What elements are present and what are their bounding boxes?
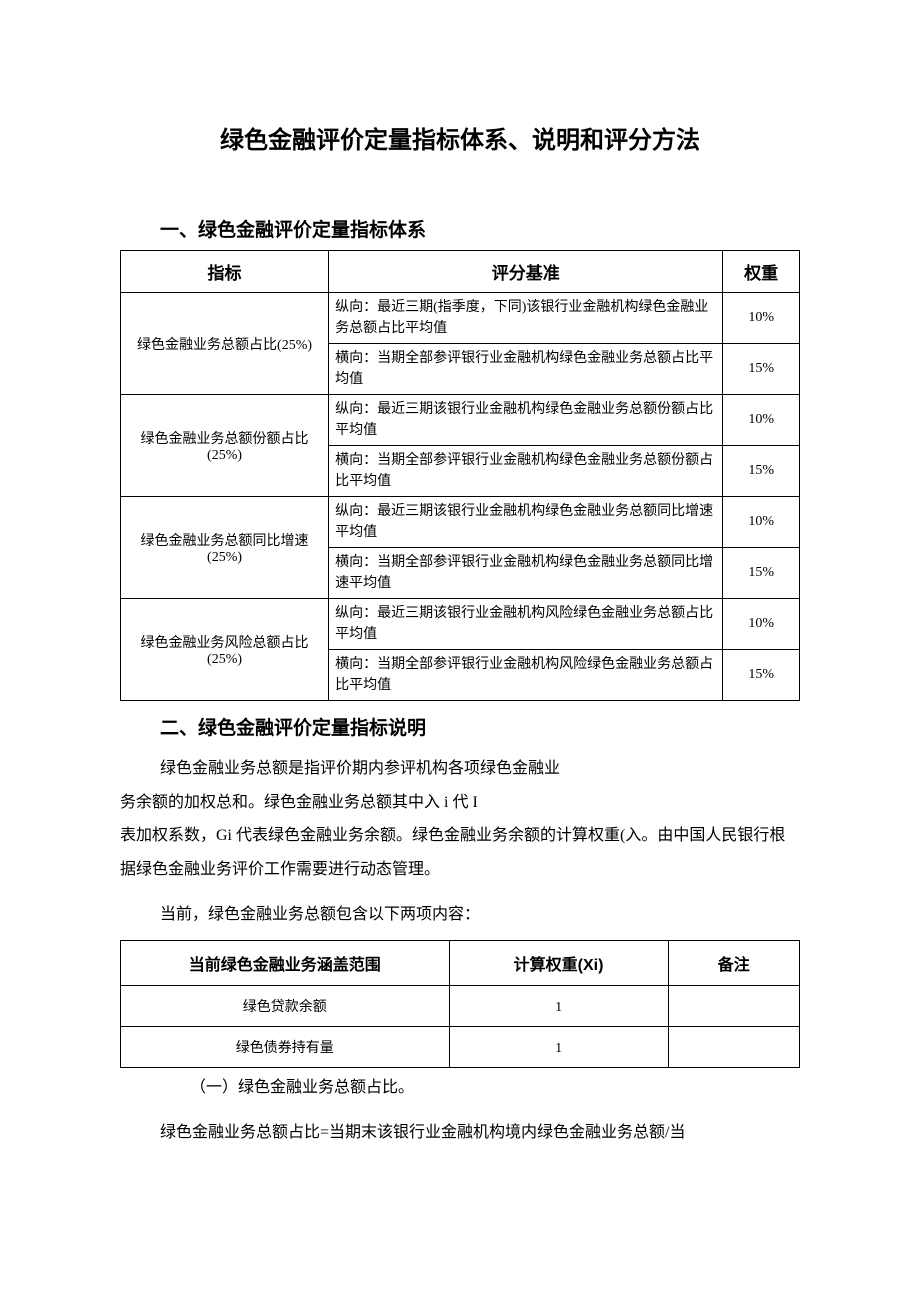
cell-note	[668, 985, 799, 1026]
cell-weight: 15%	[723, 548, 800, 599]
paragraph: 表加权系数，Gi 代表绿色金融业务余额。绿色金融业务余额的计算权重(入。由中国人…	[120, 819, 800, 886]
cell-criteria: 横向：当期全部参评银行业金融机构风险绿色金融业务总额占比平均值	[329, 650, 723, 701]
cell-scope: 绿色贷款余额	[121, 985, 450, 1026]
table-header-row: 指标 评分基准 权重	[121, 251, 800, 293]
body-text-block: 绿色金融业务总额是指评价期内参评机构各项绿色金融业 务余额的加权总和。绿色金融业…	[120, 752, 800, 886]
cell-weight: 15%	[723, 344, 800, 395]
cell-weight: 15%	[723, 650, 800, 701]
body-text-block: 当前，绿色金融业务总额包含以下两项内容：	[120, 898, 800, 932]
cell-criteria: 纵向：最近三期该银行业金融机构风险绿色金融业务总额占比平均值	[329, 599, 723, 650]
cell-calc-weight: 1	[449, 1026, 668, 1067]
cell-weight: 10%	[723, 395, 800, 446]
paragraph: 绿色金融业务总额是指评价期内参评机构各项绿色金融业	[120, 752, 800, 786]
cell-indicator: 绿色金融业务总额占比(25%)	[121, 293, 329, 395]
body-text-block: 绿色金融业务总额占比=当期末该银行业金融机构境内绿色金融业务总额/当	[120, 1116, 800, 1150]
table-row: 绿色金融业务总额占比(25%) 纵向：最近三期(指季度，下同)该银行业金融机构绿…	[121, 293, 800, 344]
table-header-row: 当前绿色金融业务涵盖范围 计算权重(Xi) 备注	[121, 940, 800, 985]
cell-indicator: 绿色金融业务总额份额占比(25%)	[121, 395, 329, 497]
page-title: 绿色金融评价定量指标体系、说明和评分方法	[120, 120, 800, 155]
paragraph: 当前，绿色金融业务总额包含以下两项内容：	[120, 898, 800, 932]
cell-weight: 10%	[723, 293, 800, 344]
scope-table: 当前绿色金融业务涵盖范围 计算权重(Xi) 备注 绿色贷款余额 1 绿色债券持有…	[120, 940, 800, 1068]
header-note: 备注	[668, 940, 799, 985]
table-row: 绿色贷款余额 1	[121, 985, 800, 1026]
cell-weight: 10%	[723, 497, 800, 548]
cell-scope: 绿色债券持有量	[121, 1026, 450, 1067]
table-row: 绿色债券持有量 1	[121, 1026, 800, 1067]
cell-weight: 10%	[723, 599, 800, 650]
header-calc-weight: 计算权重(Xi)	[449, 940, 668, 985]
header-criteria: 评分基准	[329, 251, 723, 293]
header-indicator: 指标	[121, 251, 329, 293]
cell-criteria: 横向：当期全部参评银行业金融机构绿色金融业务总额占比平均值	[329, 344, 723, 395]
paragraph: 绿色金融业务总额占比=当期末该银行业金融机构境内绿色金融业务总额/当	[120, 1116, 800, 1150]
header-weight: 权重	[723, 251, 800, 293]
cell-criteria: 纵向：最近三期该银行业金融机构绿色金融业务总额份额占比平均值	[329, 395, 723, 446]
table-row: 绿色金融业务总额同比增速(25%) 纵向：最近三期该银行业金融机构绿色金融业务总…	[121, 497, 800, 548]
cell-calc-weight: 1	[449, 985, 668, 1026]
section2-heading: 二、绿色金融评价定量指标说明	[120, 713, 800, 740]
section1-heading: 一、绿色金融评价定量指标体系	[120, 215, 800, 242]
cell-indicator: 绿色金融业务风险总额占比(25%)	[121, 599, 329, 701]
cell-criteria: 纵向：最近三期该银行业金融机构绿色金融业务总额同比增速平均值	[329, 497, 723, 548]
cell-criteria: 纵向：最近三期(指季度，下同)该银行业金融机构绿色金融业务总额占比平均值	[329, 293, 723, 344]
cell-indicator: 绿色金融业务总额同比增速(25%)	[121, 497, 329, 599]
cell-note	[668, 1026, 799, 1067]
table-row: 绿色金融业务风险总额占比(25%) 纵向：最近三期该银行业金融机构风险绿色金融业…	[121, 599, 800, 650]
cell-criteria: 横向：当期全部参评银行业金融机构绿色金融业务总额份额占比平均值	[329, 446, 723, 497]
paragraph: 务余额的加权总和。绿色金融业务总额其中入 i 代 I	[120, 786, 800, 820]
header-scope: 当前绿色金融业务涵盖范围	[121, 940, 450, 985]
cell-criteria: 横向：当期全部参评银行业金融机构绿色金融业务总额同比增速平均值	[329, 548, 723, 599]
indicator-table: 指标 评分基准 权重 绿色金融业务总额占比(25%) 纵向：最近三期(指季度，下…	[120, 250, 800, 701]
cell-weight: 15%	[723, 446, 800, 497]
table-row: 绿色金融业务总额份额占比(25%) 纵向：最近三期该银行业金融机构绿色金融业务总…	[121, 395, 800, 446]
sub-section-heading: （一）绿色金融业务总额占比。	[120, 1072, 800, 1104]
